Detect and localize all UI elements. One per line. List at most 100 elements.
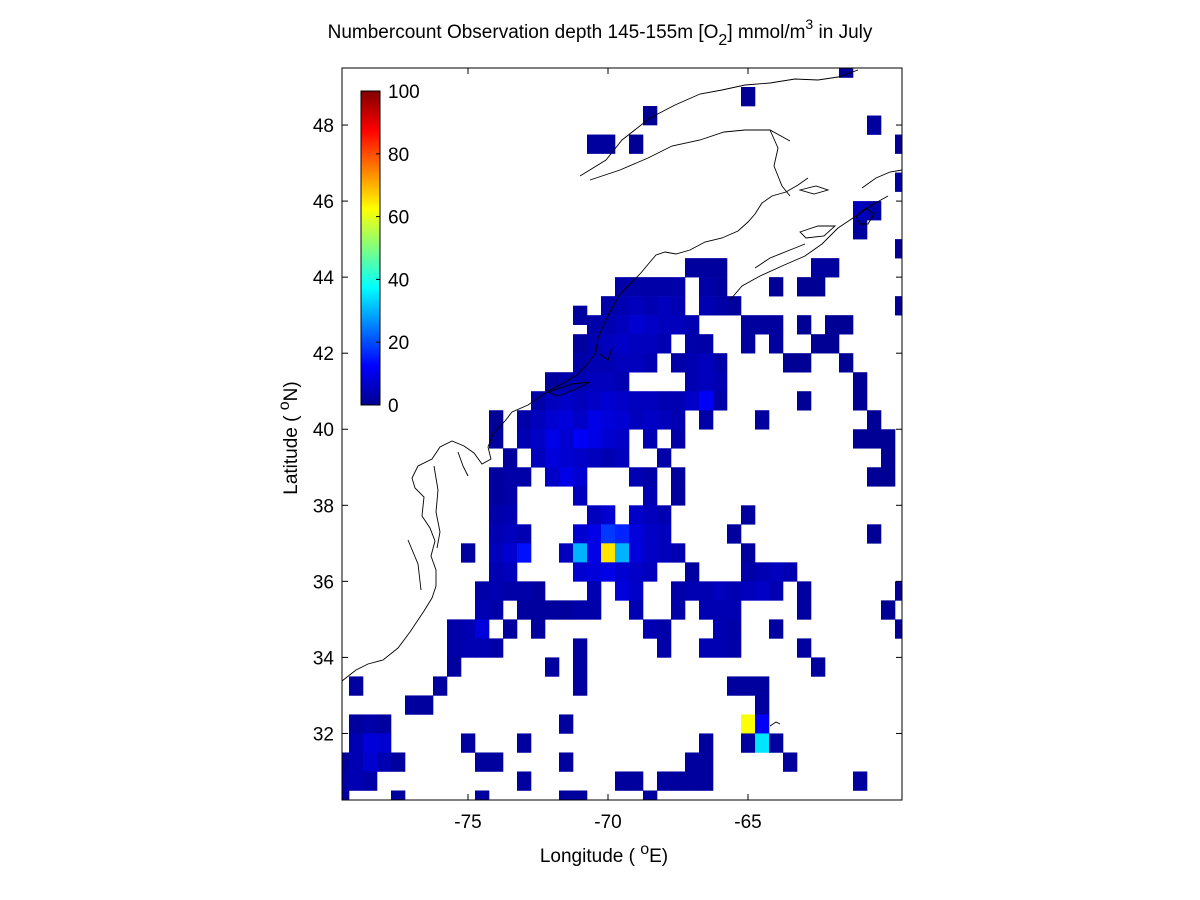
heatmap-cell bbox=[601, 391, 616, 411]
coastline-cape-cod bbox=[599, 347, 613, 361]
heatmap-cell bbox=[881, 467, 896, 487]
heatmap-cell bbox=[517, 733, 532, 753]
heatmap-cell bbox=[685, 391, 700, 411]
coastline-anticosti bbox=[798, 185, 830, 195]
heatmap-cell bbox=[741, 733, 756, 753]
heatmap-cell bbox=[713, 258, 728, 278]
heatmap-cell bbox=[699, 353, 714, 373]
heatmap-cell bbox=[363, 714, 378, 734]
heatmap-cell bbox=[713, 296, 728, 316]
heatmap-cell bbox=[699, 391, 714, 411]
heatmap-cell bbox=[559, 600, 574, 620]
heatmap-cell bbox=[503, 524, 518, 544]
heatmap-cell bbox=[853, 201, 868, 221]
heatmap-cell bbox=[587, 334, 602, 354]
heatmap-cell bbox=[601, 448, 616, 468]
heatmap-cell bbox=[685, 581, 700, 601]
heatmap-cell bbox=[545, 467, 560, 487]
heatmap-cell bbox=[727, 524, 742, 544]
heatmap-cell bbox=[573, 353, 588, 373]
heatmap-cell bbox=[657, 771, 672, 791]
heatmap-cell bbox=[699, 752, 714, 772]
heatmap-cell bbox=[727, 619, 742, 639]
x-axis-label-prefix: Longitude ( bbox=[540, 846, 640, 867]
heatmap-cell bbox=[671, 353, 686, 373]
y-axis-label: Latitude ( oN) bbox=[276, 381, 302, 494]
heatmap-cell bbox=[615, 391, 630, 411]
coastline-bermuda bbox=[769, 721, 781, 727]
heatmap-cell bbox=[643, 429, 658, 449]
heatmap-cell bbox=[671, 315, 686, 335]
heatmap-cell bbox=[797, 277, 812, 297]
heatmap-cell bbox=[559, 410, 574, 430]
heatmap-cell bbox=[867, 429, 882, 449]
heatmap-cell bbox=[601, 524, 616, 544]
heatmap-cell bbox=[531, 448, 546, 468]
heatmap-cell bbox=[545, 600, 560, 620]
heatmap-cell bbox=[811, 277, 826, 297]
heatmap-cell bbox=[629, 524, 644, 544]
heatmap-cell bbox=[713, 600, 728, 620]
heatmap-cell bbox=[643, 543, 658, 563]
heatmap-cell bbox=[629, 581, 644, 601]
heatmap-cell bbox=[713, 277, 728, 297]
heatmap-cell bbox=[699, 334, 714, 354]
heatmap-cell bbox=[489, 600, 504, 620]
heatmap-cell bbox=[643, 353, 658, 373]
heatmap-cell bbox=[489, 562, 504, 582]
heatmap-cell bbox=[615, 562, 630, 582]
heatmap-cell bbox=[517, 581, 532, 601]
heatmap-cell bbox=[601, 372, 616, 392]
heatmap-cell bbox=[699, 277, 714, 297]
heatmap-cell bbox=[601, 505, 616, 525]
heatmap-cell bbox=[559, 714, 574, 734]
heatmap-cell bbox=[629, 334, 644, 354]
heatmap-cell bbox=[727, 676, 742, 696]
colorbar-tick-label: 80 bbox=[388, 145, 409, 166]
heatmap-cell bbox=[601, 410, 616, 430]
heatmap-cell bbox=[671, 277, 686, 297]
heatmap-cell bbox=[699, 372, 714, 392]
heatmap-cell bbox=[643, 410, 658, 430]
heatmap-cell bbox=[699, 771, 714, 791]
heatmap-cell bbox=[769, 733, 784, 753]
y-tick-label: 48 bbox=[313, 116, 334, 137]
heatmap-cell bbox=[629, 391, 644, 411]
heatmap-cell bbox=[643, 505, 658, 525]
heatmap-cell bbox=[741, 581, 756, 601]
x-axis: -75 -70 -65 bbox=[454, 68, 762, 833]
heatmap-cell bbox=[643, 296, 658, 316]
heatmap-cell bbox=[545, 429, 560, 449]
heatmap-cell bbox=[671, 296, 686, 316]
heatmap-cell bbox=[615, 334, 630, 354]
heatmap-cell bbox=[629, 134, 644, 154]
heatmap-cell bbox=[475, 638, 490, 658]
heatmap-cell bbox=[797, 353, 812, 373]
heatmap-cell bbox=[657, 448, 672, 468]
heatmap-cell bbox=[615, 581, 630, 601]
heatmap-cell bbox=[342, 790, 350, 800]
heatmap-cell bbox=[755, 581, 770, 601]
heatmap-cell bbox=[713, 619, 728, 639]
heatmap-cell bbox=[643, 562, 658, 582]
heatmap-cell bbox=[503, 581, 518, 601]
heatmap-cell bbox=[573, 372, 588, 392]
heatmap-cell bbox=[517, 543, 532, 563]
heatmap-cell bbox=[559, 467, 574, 487]
heatmap-cell bbox=[797, 391, 812, 411]
heatmap-cell bbox=[769, 562, 784, 582]
heatmap-cell bbox=[363, 752, 378, 772]
colorbar-gradient bbox=[361, 91, 380, 405]
heatmap-cell bbox=[342, 752, 350, 772]
heatmap-cell bbox=[685, 372, 700, 392]
heatmap-cell bbox=[461, 638, 476, 658]
heatmap-cell bbox=[615, 771, 630, 791]
y-axis-label-degree: o bbox=[276, 401, 293, 410]
heatmap-cell bbox=[727, 581, 742, 601]
heatmap-cell bbox=[671, 543, 686, 563]
y-tick-label: 38 bbox=[313, 496, 334, 517]
heatmap-cell bbox=[503, 467, 518, 487]
heatmap-cell bbox=[601, 429, 616, 449]
heatmap-cell bbox=[573, 638, 588, 658]
heatmap-cell bbox=[657, 524, 672, 544]
